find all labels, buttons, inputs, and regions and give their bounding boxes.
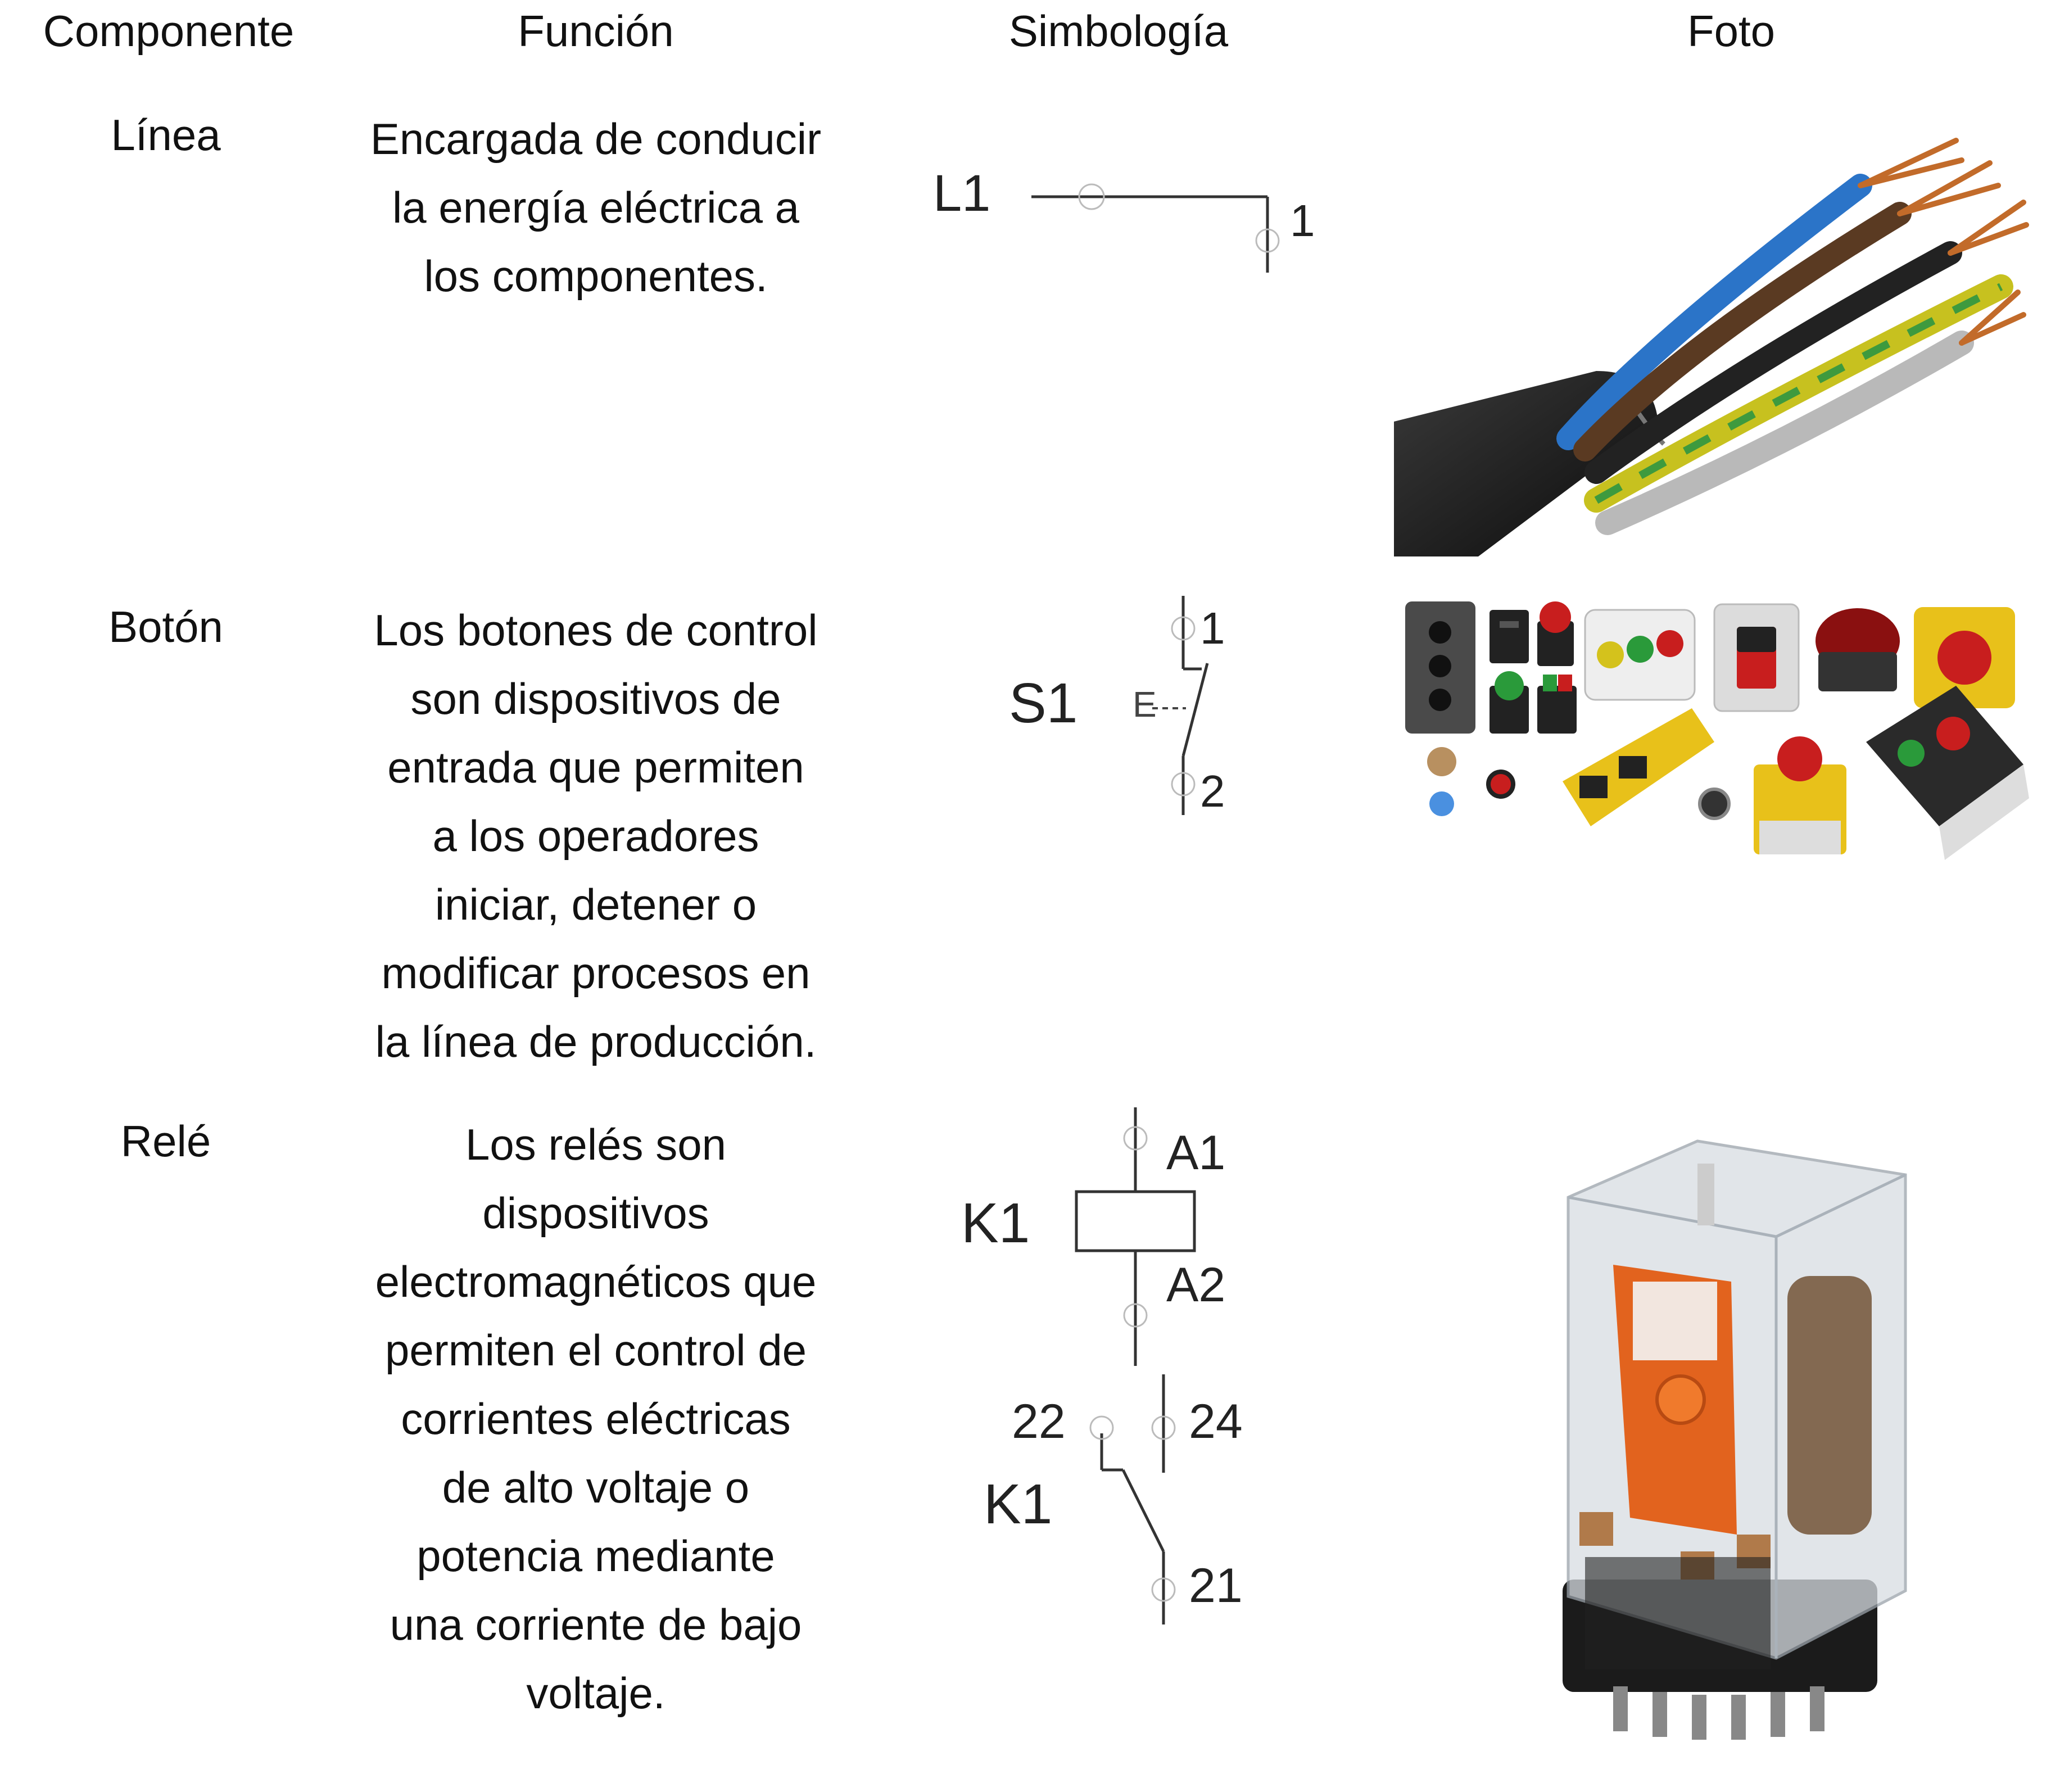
function-line: Encargada de conducir la energía eléctri…	[343, 105, 849, 310]
function-text-line: modificar procesos en	[381, 948, 811, 998]
function-text-line: son dispositivos de	[410, 674, 781, 723]
function-text-line: permiten el control de	[384, 1325, 807, 1375]
line-label: L1	[933, 165, 990, 222]
relay-symbol: K1 A1 A2 22 24 K1 21	[961, 1107, 1243, 1624]
relay-terminal-21: 21	[1189, 1559, 1243, 1613]
component-line: Línea	[111, 110, 221, 160]
line-terminal-label: 1	[1290, 196, 1315, 246]
header-symbology: Simbología	[1008, 6, 1229, 56]
function-text-line: la energía eléctrica a	[392, 183, 800, 232]
function-text-line: entrada que permiten	[387, 743, 804, 792]
button-label: S1	[1009, 672, 1077, 735]
function-text-line: a los operadores	[432, 811, 759, 861]
function-text-line: corrientes eléctricas	[401, 1394, 791, 1443]
relay-coil-a2: A2	[1166, 1258, 1225, 1312]
component-relay: Relé	[120, 1116, 211, 1166]
header-photo: Foto	[1687, 6, 1776, 56]
function-text-line: voltaje.	[526, 1668, 665, 1718]
component-button: Botón	[108, 602, 223, 651]
header-function: Función	[518, 6, 674, 56]
line-symbol: L1 1	[933, 165, 1315, 273]
function-text-line: iniciar, detener o	[434, 880, 757, 929]
buttons-photo	[1405, 601, 2029, 860]
function-text-line: Encargada de conducir	[370, 114, 822, 164]
button-symbol: S1 E 1 2	[1009, 596, 1225, 816]
function-text-line: potencia mediante	[416, 1531, 775, 1581]
relay-coil-a1: A1	[1166, 1126, 1225, 1180]
button-actuator-label: E	[1133, 684, 1157, 725]
relay-terminal-22: 22	[1012, 1395, 1066, 1449]
function-relay: Los relés son dispositivos electromagnét…	[343, 1110, 849, 1727]
function-text-line: de alto voltaje o	[442, 1463, 750, 1512]
function-text-line: electromagnéticos que	[375, 1257, 817, 1306]
header-component: Componente	[43, 6, 295, 56]
function-text-line: dispositivos	[482, 1188, 709, 1238]
relay-contact-label: K1	[984, 1473, 1052, 1536]
relay-photo	[1563, 1139, 1907, 1740]
relay-coil-label: K1	[961, 1192, 1030, 1255]
relay-terminal-24: 24	[1189, 1395, 1243, 1449]
button-terminal-bottom: 2	[1200, 766, 1225, 816]
function-button: Los botones de control son dispositivos …	[343, 596, 849, 1076]
button-terminal-top: 1	[1200, 603, 1225, 653]
cable-photo	[1394, 138, 2029, 556]
function-text-line: la línea de producción.	[375, 1017, 817, 1066]
function-text-line: los componentes.	[424, 251, 768, 301]
function-text-line: Los relés son	[465, 1120, 726, 1169]
function-text-line: Los botones de control	[374, 605, 818, 655]
function-text-line: una corriente de bajo	[390, 1600, 802, 1649]
